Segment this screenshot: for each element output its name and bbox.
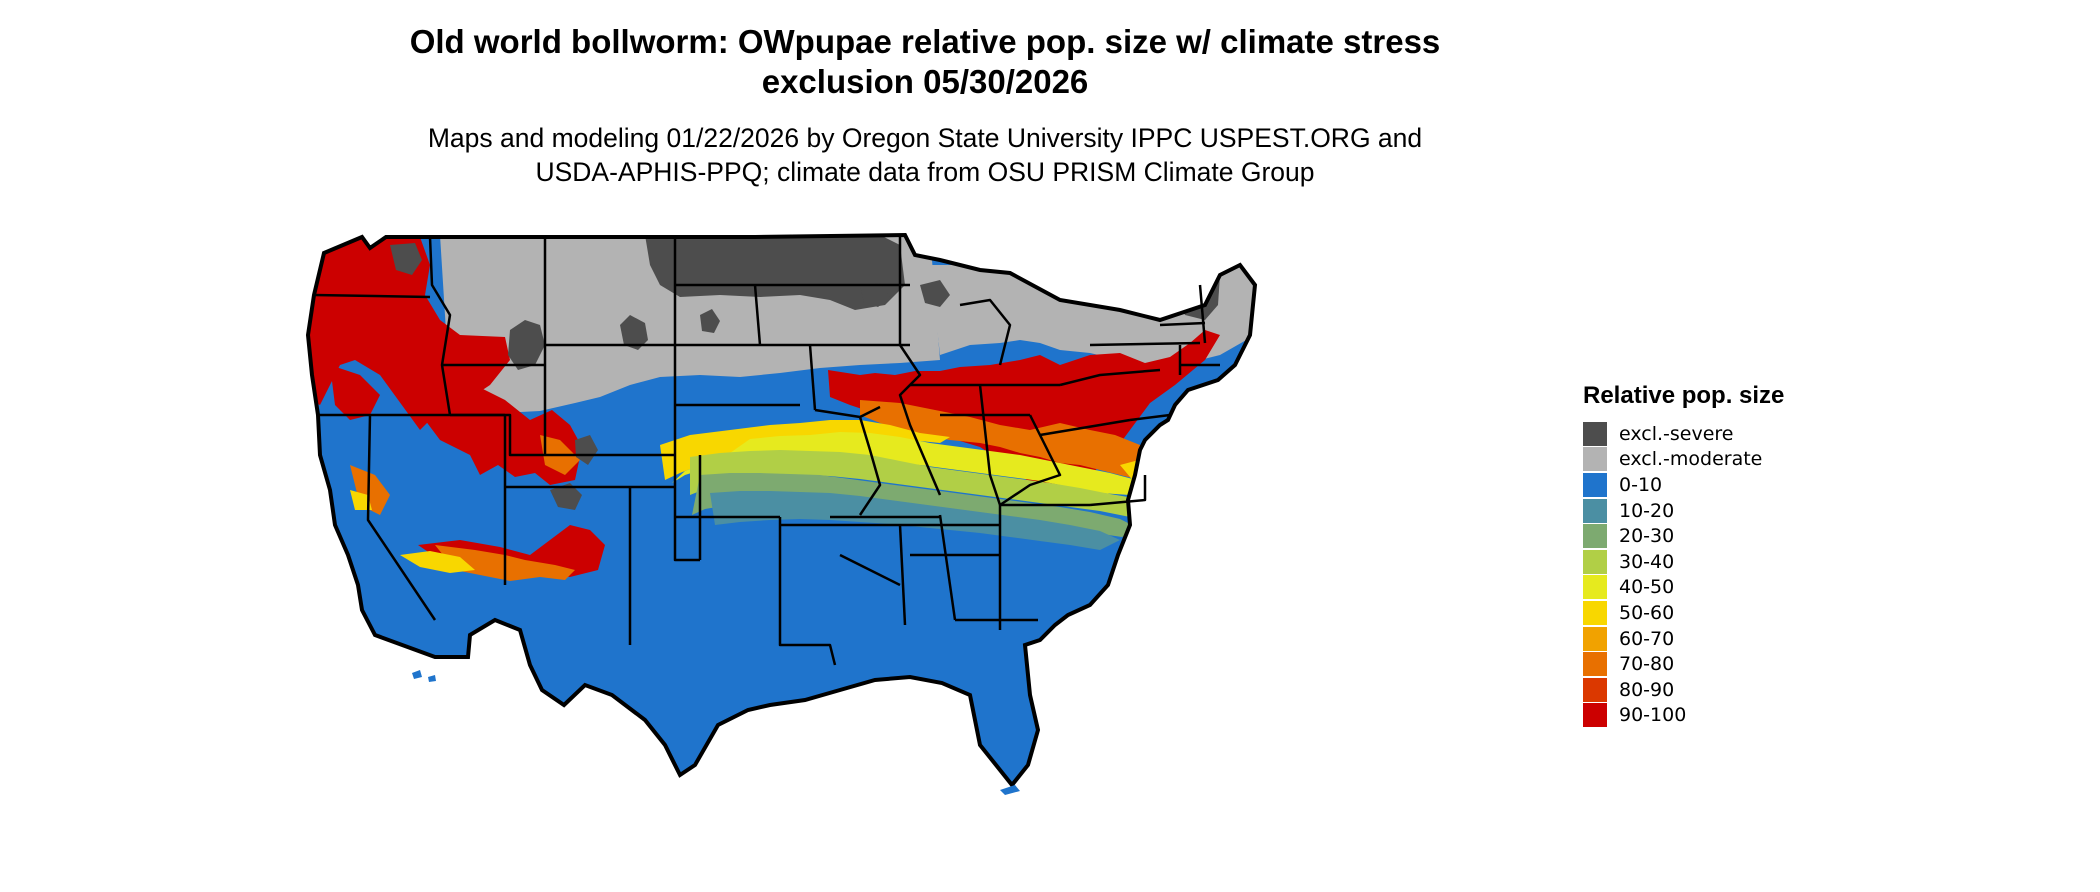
legend-item: excl.-severe: [1583, 421, 1903, 447]
legend-label: 40-50: [1619, 576, 1675, 599]
legend-swatch: [1583, 472, 1607, 497]
legend-label: excl.-moderate: [1619, 448, 1763, 471]
state-borders: [313, 235, 1220, 666]
legend-swatch: [1583, 498, 1607, 523]
legend-title: Relative pop. size: [1583, 382, 1785, 409]
legend-label: 20-30: [1619, 525, 1675, 548]
legend-items: excl.-severe excl.-moderate 0-10 10-20 2…: [1583, 421, 1903, 728]
legend-item: 60-70: [1583, 626, 1903, 652]
legend-label: 90-100: [1619, 704, 1687, 727]
legend-swatch: [1583, 600, 1607, 625]
legend-item: 20-30: [1583, 523, 1903, 549]
legend-label: 50-60: [1619, 601, 1675, 624]
us-map-svg: [306, 233, 1257, 795]
legend-swatch: [1583, 421, 1607, 446]
legend-swatch: [1583, 626, 1607, 651]
legend-swatch: [1583, 447, 1607, 472]
legend-swatch: [1583, 677, 1607, 702]
map-title-line-1: Old world bollworm: OWpupae relative pop…: [409, 23, 1441, 60]
climate-raster: [308, 235, 1255, 785]
legend-label: 70-80: [1619, 653, 1675, 676]
us-map: [300, 225, 1560, 890]
legend-swatch: [1583, 652, 1607, 677]
legend-label: 0-10: [1619, 473, 1663, 496]
map-subtitle: Maps and modeling 01/22/2026 by Oregon S…: [330, 121, 1520, 189]
legend-item: 70-80: [1583, 651, 1903, 677]
legend-item: 30-40: [1583, 549, 1903, 575]
legend-swatch: [1583, 524, 1607, 549]
map-subtitle-line-1: Maps and modeling 01/22/2026 by Oregon S…: [427, 123, 1423, 153]
legend-swatch: [1583, 575, 1607, 600]
legend-item: 40-50: [1583, 575, 1903, 601]
legend-item: 90-100: [1583, 703, 1903, 729]
legend-label: 80-90: [1619, 678, 1675, 701]
map-title-line-2: exclusion 05/30/2026: [761, 63, 1089, 100]
legend-label: 30-40: [1619, 550, 1675, 573]
legend-item: 10-20: [1583, 498, 1903, 524]
legend-item: 80-90: [1583, 677, 1903, 703]
legend-label: excl.-severe: [1619, 422, 1734, 445]
legend-swatch: [1583, 703, 1607, 728]
legend-item: excl.-moderate: [1583, 447, 1903, 473]
legend-item: 0-10: [1583, 472, 1903, 498]
legend-item: 50-60: [1583, 600, 1903, 626]
legend: Relative pop. size excl.-severe excl.-mo…: [1583, 381, 1903, 728]
legend-label: 60-70: [1619, 627, 1675, 650]
map-title: Old world bollworm: OWpupae relative pop…: [330, 22, 1520, 102]
coastal-islands: [412, 670, 1020, 795]
legend-label: 10-20: [1619, 499, 1675, 522]
legend-swatch: [1583, 549, 1607, 574]
map-subtitle-line-2: USDA-APHIS-PPQ; climate data from OSU PR…: [535, 157, 1315, 187]
